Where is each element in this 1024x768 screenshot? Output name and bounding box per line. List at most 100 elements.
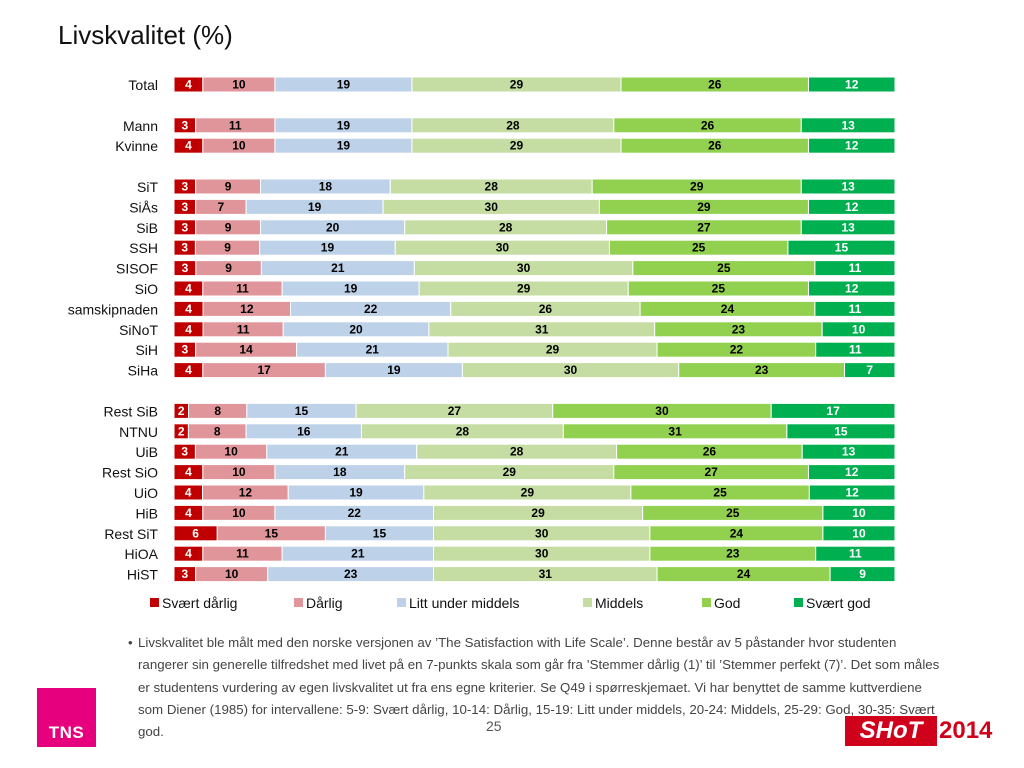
data-label: 21 bbox=[335, 445, 349, 459]
legend-item-litt-under-middels: Litt under middels bbox=[397, 595, 520, 611]
data-label: 19 bbox=[321, 241, 335, 255]
bar-segment-svaert-god bbox=[807, 137, 896, 154]
bar-segment-svaert-god bbox=[815, 545, 896, 562]
legend-label: Svært god bbox=[806, 595, 871, 611]
bar-segment-svaert-god bbox=[807, 280, 896, 297]
data-label: 30 bbox=[655, 404, 669, 418]
bar-row-sias: 3 7 19 30 29 12 bbox=[173, 198, 896, 215]
category-label: SiÅs bbox=[129, 199, 158, 215]
data-label: 29 bbox=[503, 465, 517, 479]
data-label: 11 bbox=[849, 302, 862, 316]
bar-row-rest-sit: 6 15 15 30 24 10 bbox=[173, 525, 896, 542]
category-label: Rest SiB bbox=[104, 403, 158, 419]
bar-row-ssh: 3 9 19 30 25 15 bbox=[173, 239, 896, 256]
data-label: 13 bbox=[841, 118, 855, 132]
data-label: 10 bbox=[225, 567, 239, 581]
data-label: 12 bbox=[845, 139, 859, 153]
data-label: 11 bbox=[849, 261, 862, 275]
data-label: 4 bbox=[185, 78, 192, 92]
data-label: 9 bbox=[225, 220, 232, 234]
data-label: 25 bbox=[713, 486, 727, 500]
data-label: 26 bbox=[539, 302, 553, 316]
data-label: 11 bbox=[237, 322, 250, 336]
legend-item-darlig: Dårlig bbox=[294, 595, 343, 611]
bar-row-mann: 3 11 19 28 26 13 bbox=[173, 117, 896, 134]
bar-segment-svaert-god bbox=[844, 362, 896, 379]
category-label: Mann bbox=[123, 118, 158, 134]
data-label: 3 bbox=[181, 241, 188, 255]
category-label: SiH bbox=[135, 342, 158, 358]
data-label: 4 bbox=[185, 547, 192, 561]
tns-logo: TNS bbox=[37, 688, 96, 747]
bar-segment-svaert-god bbox=[807, 198, 896, 215]
category-label: SiHa bbox=[128, 363, 159, 379]
data-label: 19 bbox=[387, 363, 401, 377]
bar-segment-svaert-god bbox=[822, 504, 896, 521]
data-label: 29 bbox=[546, 343, 560, 357]
data-label: 15 bbox=[835, 241, 849, 255]
data-label: 4 bbox=[185, 363, 192, 377]
data-label: 3 bbox=[181, 445, 188, 459]
bar-row-sit: 3 9 18 28 29 13 bbox=[173, 178, 896, 195]
data-label: 24 bbox=[730, 526, 744, 540]
data-label: 28 bbox=[456, 424, 470, 438]
data-label: 10 bbox=[232, 139, 246, 153]
data-label: 28 bbox=[506, 118, 520, 132]
data-label: 29 bbox=[697, 200, 711, 214]
data-label: 31 bbox=[539, 567, 553, 581]
data-label: 7 bbox=[218, 200, 225, 214]
data-label: 31 bbox=[668, 424, 682, 438]
category-label: NTNU bbox=[119, 424, 158, 440]
data-label: 25 bbox=[692, 241, 706, 255]
data-label: 15 bbox=[373, 526, 387, 540]
data-label: 29 bbox=[510, 139, 524, 153]
data-label: 19 bbox=[308, 200, 322, 214]
data-label: 9 bbox=[225, 180, 232, 194]
bar-row-hib: 4 10 22 29 25 10 bbox=[173, 504, 896, 521]
category-label: SiT bbox=[137, 179, 158, 195]
bar-segment-svaert-god bbox=[807, 464, 896, 481]
data-label: 8 bbox=[214, 404, 221, 418]
data-label: 12 bbox=[239, 486, 253, 500]
data-label: 26 bbox=[708, 139, 722, 153]
category-label: UiB bbox=[135, 444, 158, 460]
bar-segment-svaert-god bbox=[800, 219, 896, 236]
bar-row-sib: 3 9 20 28 27 13 bbox=[173, 219, 896, 236]
data-label: 11 bbox=[236, 282, 249, 296]
data-label: 21 bbox=[331, 261, 345, 275]
data-label: 15 bbox=[834, 424, 848, 438]
bullet-icon: • bbox=[128, 635, 133, 650]
data-label: 3 bbox=[181, 220, 188, 234]
data-label: 22 bbox=[348, 506, 362, 520]
bar-row-hist: 3 10 23 31 24 9 bbox=[173, 566, 896, 583]
data-label: 4 bbox=[185, 486, 192, 500]
data-label: 9 bbox=[859, 567, 866, 581]
bars-layer: 4 10 19 29 26 123 11 19 28 26 134 10 19 29 26 123 9 18 28 2… bbox=[173, 76, 896, 583]
data-label: 27 bbox=[448, 404, 462, 418]
category-labels: Total Mann Kvinne SiT SiÅs SiB SSH SISOF SiO sams… bbox=[68, 77, 159, 583]
data-label: 3 bbox=[181, 200, 188, 214]
data-label: 4 bbox=[185, 302, 192, 316]
data-label: 3 bbox=[181, 567, 188, 581]
legend-label: Dårlig bbox=[306, 595, 343, 611]
data-label: 11 bbox=[236, 547, 249, 561]
legend-item-god: God bbox=[702, 595, 740, 611]
category-label: Total bbox=[128, 77, 158, 93]
data-label: 10 bbox=[852, 526, 866, 540]
bar-row-total: 4 10 19 29 26 12 bbox=[173, 76, 896, 93]
data-label: 26 bbox=[703, 445, 717, 459]
data-label: 29 bbox=[690, 180, 704, 194]
bar-row-sio: 4 11 19 29 25 12 bbox=[173, 280, 896, 297]
data-label: 16 bbox=[297, 424, 311, 438]
data-label: 29 bbox=[531, 506, 545, 520]
data-label: 28 bbox=[499, 220, 513, 234]
data-label: 4 bbox=[185, 322, 192, 336]
data-label: 26 bbox=[701, 118, 715, 132]
data-label: 4 bbox=[185, 139, 192, 153]
tns-logo-text: TNS bbox=[48, 723, 85, 742]
legend-swatch bbox=[583, 598, 592, 607]
data-label: 30 bbox=[535, 547, 549, 561]
category-label: HiOA bbox=[125, 546, 159, 562]
data-label: 19 bbox=[349, 486, 363, 500]
category-label: Rest SiT bbox=[104, 526, 158, 542]
